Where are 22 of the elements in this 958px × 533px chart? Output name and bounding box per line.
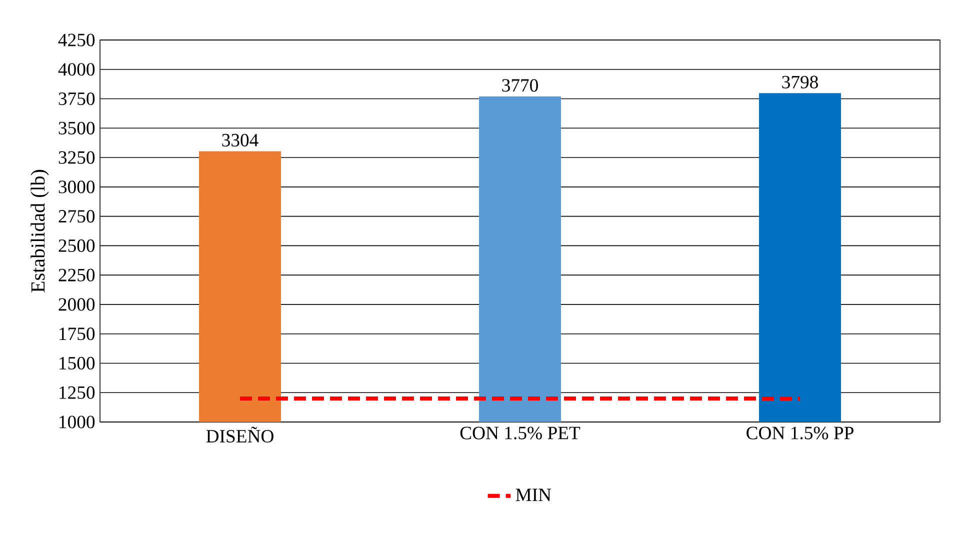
y-tick-label: 2500 [58, 239, 95, 252]
y-tick-label: 1750 [60, 328, 95, 340]
x-tick-label: CON 1.5% PET [460, 426, 580, 440]
y-tick-label: 3000 [58, 180, 95, 194]
y-tick-label: 2000 [58, 298, 95, 311]
y-tick-label: 3500 [58, 122, 95, 134]
y-tick-label: 3250 [58, 151, 95, 164]
x-tick-label: CON 1.5% PP [746, 426, 854, 440]
data-label: 3798 [782, 76, 818, 88]
y-axis-title: Estabilidad (lb) [30, 170, 49, 292]
data-label: 3770 [502, 79, 538, 92]
x-tick-label: DISEÑO [206, 426, 274, 443]
y-tick-label: 2250 [58, 268, 95, 282]
legend-label: MIN [516, 488, 552, 501]
y-tick-label: 1250 [60, 386, 95, 399]
y-tick-label: 1000 [60, 416, 95, 428]
y-tick-label: 4250 [58, 34, 95, 46]
y-tick-label: 1500 [60, 356, 95, 370]
data-label: 3304 [222, 134, 258, 146]
y-tick-label: 2750 [58, 210, 95, 223]
y-tick-label: 3750 [58, 92, 95, 106]
y-tick-label: 4000 [58, 63, 95, 76]
